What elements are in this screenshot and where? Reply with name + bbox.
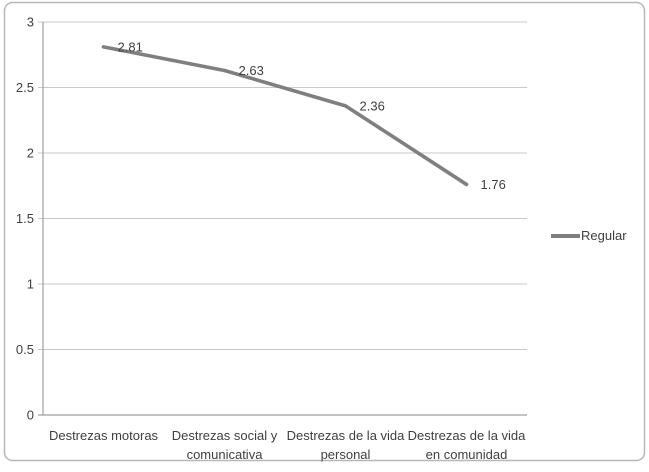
y-tick-label: 1.5 bbox=[16, 211, 34, 226]
legend-line-marker bbox=[551, 233, 580, 238]
x-category-label: Destrezas motoras bbox=[49, 428, 159, 443]
chart-border bbox=[3, 1, 646, 462]
data-label: 2.81 bbox=[118, 39, 143, 54]
legend: Regular bbox=[551, 228, 627, 243]
y-tick-label: 2.5 bbox=[16, 80, 34, 95]
legend-label: Regular bbox=[581, 228, 627, 243]
x-category-label: Destrezas de la vida en comunidad bbox=[408, 428, 527, 462]
x-category-label: Destrezas de la vida personal bbox=[287, 428, 406, 462]
y-tick-label: 2 bbox=[27, 146, 34, 161]
y-tick-label: 0 bbox=[27, 408, 34, 423]
x-category-label: Destrezas social y comunicativa bbox=[172, 428, 278, 462]
series-line-regular bbox=[101, 45, 469, 187]
data-label: 1.76 bbox=[481, 177, 506, 192]
y-tick-label: 3 bbox=[27, 15, 34, 30]
data-label: 2.36 bbox=[360, 98, 385, 113]
y-tick-label: 0.5 bbox=[16, 342, 34, 357]
data-label: 2.63 bbox=[239, 63, 264, 78]
y-tick-label: 1 bbox=[27, 277, 34, 292]
